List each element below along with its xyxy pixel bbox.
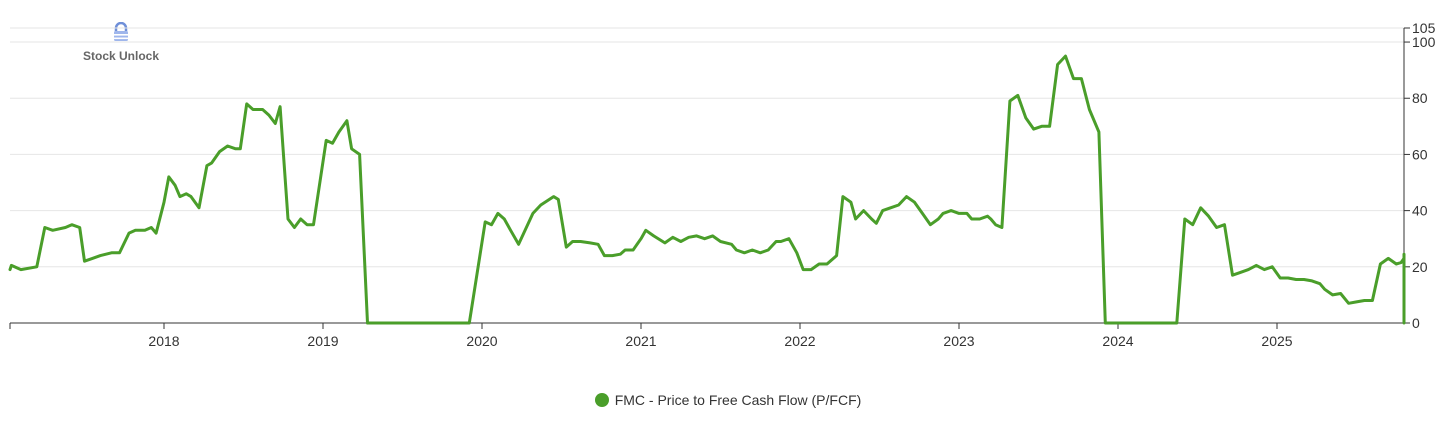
legend-marker-icon	[594, 393, 609, 407]
x-tick-label: 2025	[1261, 333, 1292, 349]
y-tick-label: 80	[1412, 90, 1428, 106]
brand-logo: Stock Unlock	[76, 21, 166, 63]
series-line-fmc-p-fcf[interactable]	[8, 54, 1406, 325]
x-tick-label: 2019	[307, 333, 338, 349]
axes	[9, 27, 1410, 329]
y-tick-label: 40	[1412, 203, 1428, 219]
series-layer	[8, 54, 1406, 325]
y-tick-label: 0	[1412, 315, 1420, 331]
x-tick-label: 2020	[466, 333, 497, 349]
grid-lines	[10, 27, 1404, 268]
y-tick-label: 20	[1412, 259, 1428, 275]
y-tick-label: 100	[1412, 34, 1436, 50]
x-tick-label: 2022	[784, 333, 815, 349]
x-tick-label: 2021	[625, 333, 656, 349]
legend[interactable]: FMC - Price to Free Cash Flow (P/FCF)	[0, 392, 1456, 410]
x-tick-label: 2024	[1102, 333, 1133, 349]
brand-name: Stock Unlock	[82, 49, 160, 63]
y-tick-label: 60	[1412, 146, 1428, 162]
x-tick-label: 2023	[943, 333, 974, 349]
y-tick-label: 105	[1412, 20, 1436, 36]
legend-label: FMC - Price to Free Cash Flow (P/FCF)	[614, 392, 862, 408]
legend-item[interactable]: FMC - Price to Free Cash Flow (P/FCF)	[594, 392, 862, 408]
x-tick-label: 2018	[148, 333, 179, 349]
